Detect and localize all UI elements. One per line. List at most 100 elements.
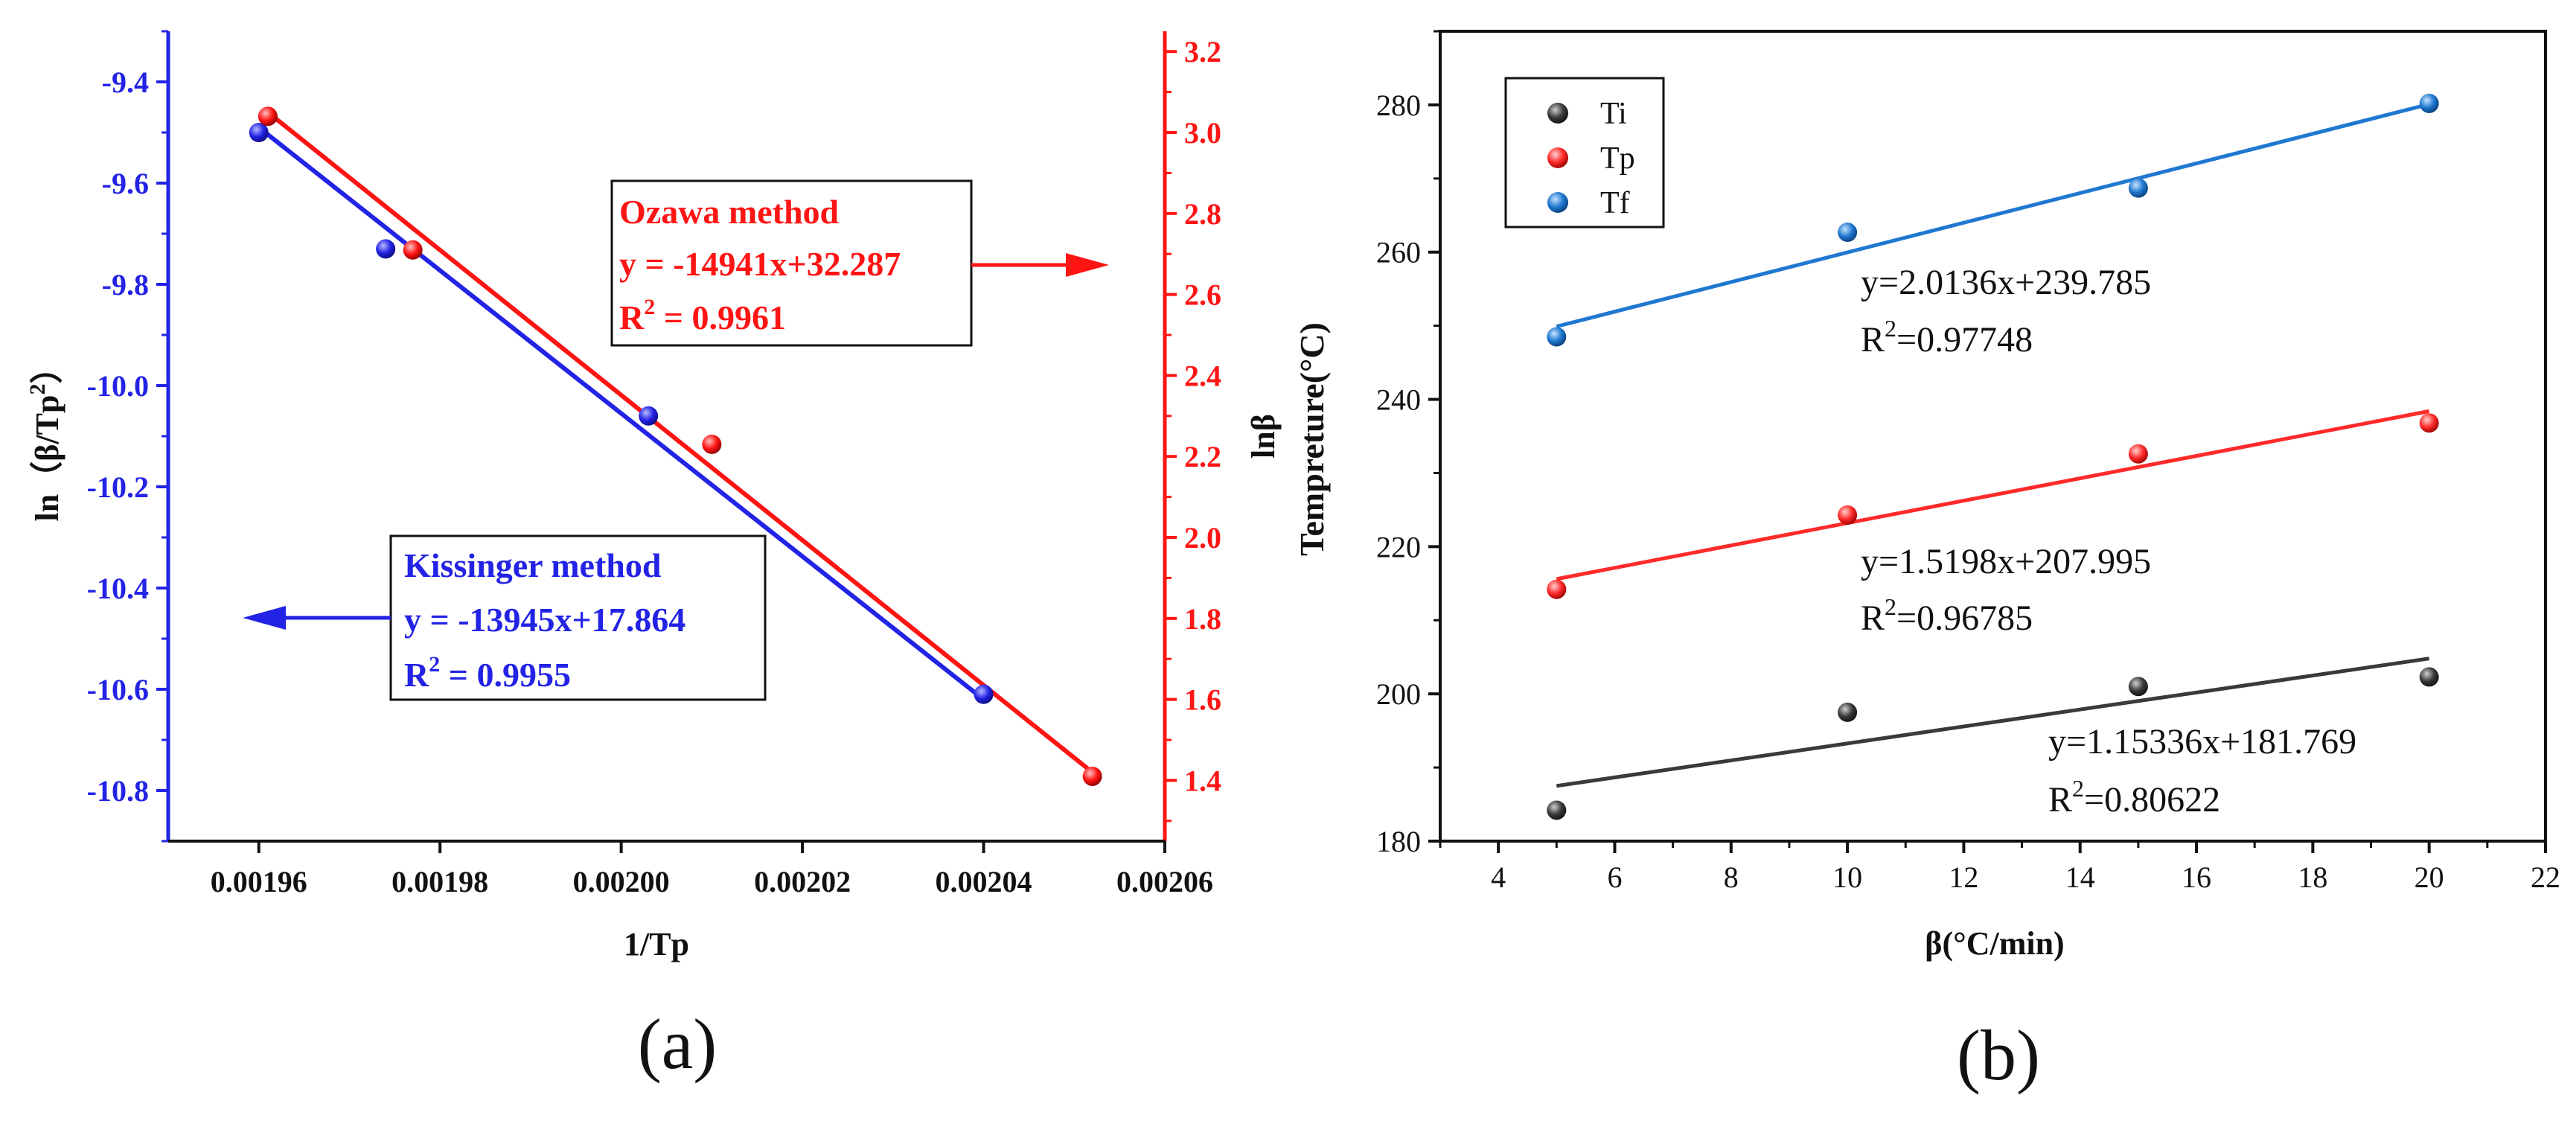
a-x-tick-label: 0.00202 — [754, 865, 851, 898]
a-x-tick-label: 0.00204 — [936, 865, 1032, 898]
ozawa-fit-line — [266, 110, 1094, 774]
a-x-axis-title: 1/Tp — [624, 926, 689, 962]
legend-marker-ti — [1547, 103, 1568, 124]
b-x-tick-label: 16 — [2182, 860, 2211, 894]
b-y-tick-label: 180 — [1376, 825, 1421, 858]
a-left-tick-label: -9.4 — [102, 66, 149, 99]
kissinger-arrow — [243, 606, 391, 630]
a-left-tick-label: -10.6 — [87, 673, 149, 706]
kissinger-annotation: Kissinger method y = -13945x+17.864 R2 =… — [389, 534, 767, 701]
b-y-tick-label: 200 — [1376, 677, 1421, 711]
a-right-tick-label: 2.2 — [1184, 440, 1221, 473]
panel-a-label: (a) — [638, 1004, 717, 1084]
legend-label-tp: Tp — [1600, 141, 1635, 176]
legend-item-ti: Ti — [1547, 97, 1627, 131]
a-right-tick-label: 2.0 — [1184, 521, 1221, 555]
a-x-tick-label: 0.00196 — [211, 865, 307, 898]
tf-equation: y=2.0136x+239.785 — [1861, 263, 2151, 302]
ti-r2: R2=0.80622 — [2048, 775, 2220, 820]
legend-marker-tf — [1547, 192, 1568, 213]
tp-r2: R2=0.96785 — [1861, 593, 2033, 638]
b-x-tick-label: 4 — [1491, 860, 1506, 894]
kissinger-r2: R2 = 0.9955 — [404, 652, 571, 694]
b-fit-lines — [1556, 102, 2430, 788]
a-points — [249, 106, 1102, 786]
ti-fit-line — [1556, 657, 2430, 788]
tp-equation: y=1.5198x+207.995 — [1861, 542, 2151, 581]
b-x-tick-label: 6 — [1607, 860, 1622, 894]
kissinger-point — [974, 684, 994, 704]
b-legend: Ti Tp Tf — [1504, 77, 1665, 229]
ozawa-arrow — [971, 253, 1109, 277]
kissinger-title: Kissinger method — [404, 546, 662, 584]
tp-point — [2419, 413, 2439, 433]
b-x-tick-label: 8 — [1724, 860, 1739, 894]
tf-point — [1838, 223, 1858, 243]
b-x-tick-label: 12 — [1949, 860, 1978, 894]
a-right-tick-label: 1.4 — [1184, 764, 1221, 797]
ti-point — [1547, 800, 1567, 820]
b-points — [1547, 93, 2439, 820]
tf-point — [2419, 93, 2439, 113]
b-plot-frame — [1439, 30, 2547, 843]
legend-item-tf: Tf — [1547, 186, 1630, 220]
ozawa-equation: y = -14941x+32.287 — [619, 245, 901, 283]
a-left-tick-label: -9.6 — [102, 167, 149, 200]
a-right-tick-label: 1.6 — [1184, 683, 1221, 717]
a-right-ticks: 3.2 3.0 2.8 2.6 2.4 2.2 2.0 1.8 1.6 1.4 — [1165, 35, 1221, 823]
ti-equation: y=1.15336x+181.769 — [2048, 722, 2356, 761]
legend-label-ti: Ti — [1600, 97, 1627, 131]
tp-annotation: y=1.5198x+207.995 R2=0.96785 — [1861, 542, 2151, 638]
legend-marker-tp — [1547, 147, 1568, 168]
tf-point — [2128, 178, 2148, 198]
a-right-tick-label: 1.8 — [1184, 602, 1221, 636]
b-x-tick-label: 18 — [2298, 860, 2327, 894]
a-left-tick-label: -10.4 — [87, 572, 149, 605]
ti-point — [1838, 702, 1858, 722]
a-left-tick-label: -10.2 — [87, 470, 149, 504]
a-left-ticks: -9.4 -9.6 -9.8 -10.0 -10.2 -10.4 -10.6 -10.8 — [87, 30, 168, 843]
a-right-tick-label: 2.6 — [1184, 278, 1221, 312]
kissinger-point — [639, 406, 659, 426]
b-y-ticks: 180 200 220 240 260 280 — [1376, 30, 1440, 858]
a-right-tick-label: 2.8 — [1184, 197, 1221, 231]
legend-label-tf: Tf — [1600, 186, 1630, 220]
a-x-tick-label: 0.00198 — [391, 865, 488, 898]
legend-item-tp: Tp — [1547, 141, 1635, 176]
a-x-tick-label: 0.00206 — [1116, 865, 1213, 898]
kissinger-fit-line — [257, 125, 985, 701]
b-x-ticks: 4 6 8 10 12 14 16 18 20 22 — [1439, 841, 2560, 894]
b-x-tick-label: 14 — [2065, 860, 2095, 894]
a-left-tick-label: -9.8 — [102, 268, 149, 301]
ozawa-point — [403, 240, 423, 260]
b-y-tick-label: 240 — [1376, 383, 1421, 417]
kissinger-point — [249, 123, 269, 142]
b-y-tick-label: 260 — [1376, 236, 1421, 269]
ozawa-point — [1082, 766, 1102, 786]
ti-annotation: y=1.15336x+181.769 R2=0.80622 — [2048, 722, 2356, 820]
tf-annotation: y=2.0136x+239.785 R2=0.97748 — [1861, 263, 2151, 360]
a-right-tick-label: 3.0 — [1184, 116, 1221, 150]
a-x-ticks: 0.00196 0.00198 0.00200 0.00202 0.00204 0.002… — [211, 841, 1213, 898]
b-x-tick-label: 10 — [1832, 860, 1862, 894]
b-x-axis-title: β(°C/min) — [1925, 925, 2064, 962]
b-x-tick-label: 20 — [2414, 860, 2444, 894]
a-left-tick-label: -10.8 — [87, 774, 149, 808]
ozawa-point — [702, 434, 722, 454]
tf-point — [1547, 327, 1567, 347]
ozawa-title: Ozawa method — [619, 193, 840, 231]
b-x-tick-label: 22 — [2531, 860, 2560, 894]
b-y-axis-title: Tempreture(°C) — [1293, 322, 1331, 556]
tf-r2: R2=0.97748 — [1861, 315, 2033, 360]
tf-fit-line — [1556, 102, 2430, 329]
ozawa-r2: R2 = 0.9961 — [619, 295, 786, 336]
b-y-tick-label: 280 — [1376, 89, 1421, 122]
a-right-tick-label: 3.2 — [1184, 35, 1221, 68]
a-fit-lines — [257, 110, 1094, 774]
kissinger-point — [376, 239, 396, 259]
tp-point — [1547, 579, 1567, 599]
kissinger-equation: y = -13945x+17.864 — [404, 601, 685, 639]
tp-point — [1838, 505, 1858, 525]
ti-point — [2419, 667, 2439, 687]
a-x-tick-label: 0.00200 — [573, 865, 670, 898]
